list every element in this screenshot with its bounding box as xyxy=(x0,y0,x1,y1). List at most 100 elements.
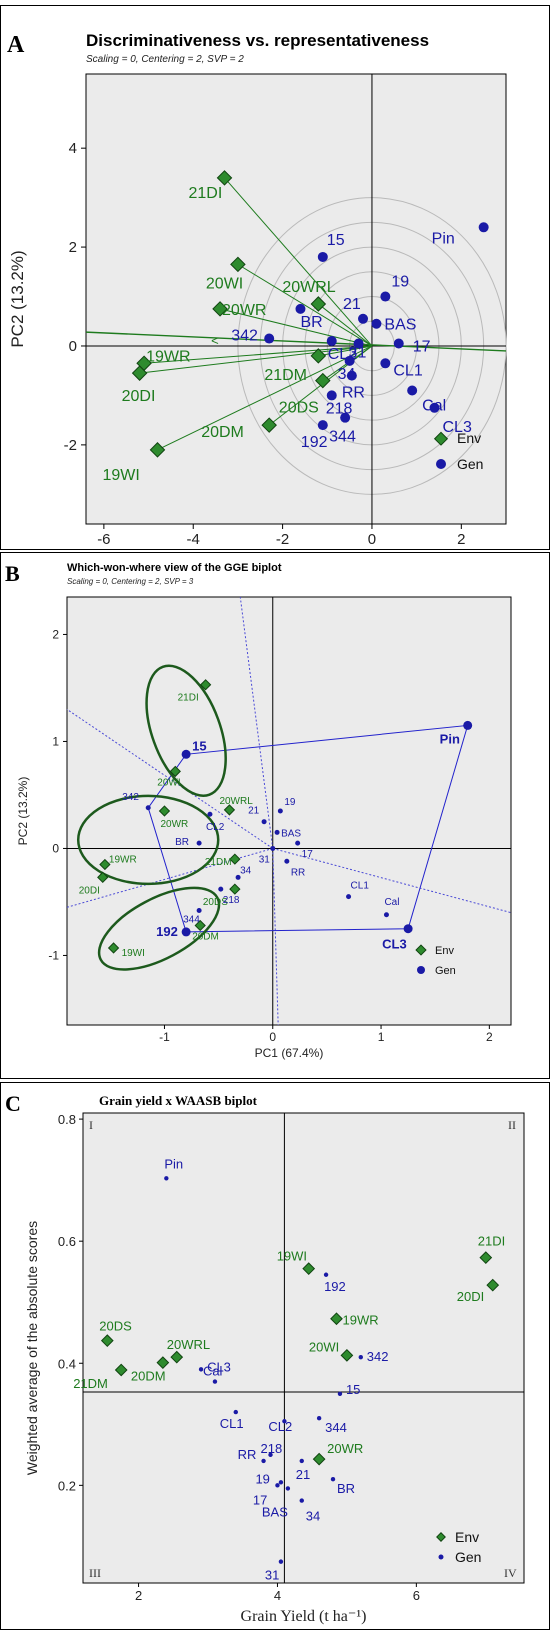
y-tick-label: 0 xyxy=(69,338,77,355)
gen-label-31: 31 xyxy=(265,1568,279,1583)
sector-ray xyxy=(66,708,274,849)
env-label-20dm: 20DM xyxy=(131,1369,166,1384)
gen-point-344 xyxy=(196,908,202,914)
gen-label-br: BR xyxy=(337,1481,355,1496)
gen-point-192 xyxy=(181,927,191,937)
x-tick-label: 0 xyxy=(368,531,376,548)
env-vector xyxy=(157,345,373,451)
gen-label-rr: RR xyxy=(238,1447,257,1462)
env-point-20di xyxy=(97,871,109,883)
x-axis-label: PC1 (67.4%) xyxy=(255,1046,324,1060)
gen-label-pin: Pin xyxy=(432,230,455,247)
x-tick-label: -1 xyxy=(159,1030,170,1044)
env-point-19wi xyxy=(107,942,120,954)
y-tick-label: 0.4 xyxy=(58,1356,76,1371)
gen-point-34 xyxy=(299,1498,304,1503)
gen-point-17 xyxy=(278,1480,284,1485)
gen-point-bas xyxy=(285,1486,291,1491)
panel-letter-c: C xyxy=(5,1091,21,1116)
gen-point-15 xyxy=(181,749,191,759)
y-tick-label: 2 xyxy=(69,239,77,256)
gen-label-br: BR xyxy=(175,837,189,848)
gen-label-192: 192 xyxy=(324,1279,346,1294)
gen-point-cl3 xyxy=(403,924,413,934)
gen-point-344 xyxy=(316,1415,322,1421)
panel-letter-a: A xyxy=(7,32,25,58)
gen-label-344: 344 xyxy=(183,915,200,926)
gen-point-cal xyxy=(383,912,389,918)
gen-point-31 xyxy=(270,845,276,851)
mega-env-ellipse-bottom xyxy=(97,886,221,971)
gen-point-pin xyxy=(478,222,489,233)
x-tick-label: 2 xyxy=(135,1588,142,1603)
gen-label-342: 342 xyxy=(367,1349,389,1364)
gen-label-31: 31 xyxy=(259,854,271,865)
env-label-21di: 21DI xyxy=(478,1234,505,1249)
gen-point-342 xyxy=(264,333,275,344)
gen-point-br xyxy=(295,303,306,314)
env-point-20di xyxy=(486,1278,500,1292)
gen-point-br xyxy=(330,1477,336,1482)
plot-area xyxy=(66,596,512,1026)
y-tick-label: 0.2 xyxy=(58,1478,76,1493)
env-point-20wi xyxy=(169,765,181,778)
gen-label-342: 342 xyxy=(231,328,258,345)
gen-point-31 xyxy=(278,1559,284,1564)
env-point-21dm xyxy=(310,348,327,364)
env-label-20di: 20DI xyxy=(457,1289,484,1304)
gen-point-19 xyxy=(380,291,391,302)
gen-label-19: 19 xyxy=(255,1471,269,1486)
gen-point-bas xyxy=(274,829,280,835)
gen-point-31 xyxy=(353,338,364,349)
y-tick-label: -1 xyxy=(48,948,59,962)
env-point-20wr xyxy=(312,1452,326,1466)
env-label-20dm: 20DM xyxy=(201,424,244,441)
env-point-20wrl xyxy=(310,296,327,312)
y-axis-label: PC2 (13.2%) xyxy=(16,777,30,846)
gen-label-br: BR xyxy=(300,314,322,331)
legend-env-marker xyxy=(415,944,427,956)
env-point-20dm xyxy=(194,919,206,932)
env-vector xyxy=(237,263,373,347)
env-point-20ds xyxy=(100,1334,114,1348)
gen-point-rr xyxy=(261,1458,266,1464)
sector-ray xyxy=(272,848,279,1026)
env-label-19wr: 19WR xyxy=(342,1313,378,1328)
env-point-20ds xyxy=(229,883,241,895)
gen-label-34: 34 xyxy=(306,1509,320,1524)
env-label-20di: 20DI xyxy=(79,885,100,896)
gen-label-rr: RR xyxy=(342,385,365,402)
gen-point-192 xyxy=(317,420,328,431)
panel-c: C Grain yield x WAASB biplot I II III IV 2 4 6 0.… xyxy=(0,1082,550,1630)
chart-subtitle: Scaling = 0, Centering = 2, SVP = 3 xyxy=(67,577,194,586)
gen-label-15: 15 xyxy=(346,1382,360,1397)
gen-label-cl1: CL1 xyxy=(351,881,370,892)
legend-gen-label: Gen xyxy=(435,965,456,977)
env-point-20wr xyxy=(158,805,171,817)
gen-label-cl3: CL3 xyxy=(207,1359,231,1374)
env-point-20wrl xyxy=(223,804,236,816)
env-label-20wi: 20WI xyxy=(206,275,243,292)
env-vector xyxy=(318,345,373,357)
env-point-21di xyxy=(199,679,212,691)
env-vector xyxy=(318,303,373,347)
gen-point-15 xyxy=(337,1391,343,1396)
gen-label-15: 15 xyxy=(192,738,206,753)
quadrant-label-3: III xyxy=(89,1566,101,1580)
gen-point-19 xyxy=(277,808,283,814)
gen-label-cal: Cal xyxy=(384,897,399,908)
convex-hull xyxy=(147,724,469,933)
x-tick-label: -4 xyxy=(187,531,200,548)
env-label-20ds: 20DS xyxy=(99,1319,132,1334)
gen-label-342: 342 xyxy=(122,792,139,803)
env-label-20wrl: 20WRL xyxy=(167,1337,210,1352)
gen-label-cl2: CL2 xyxy=(206,822,225,833)
env-label-20wrl: 20WRL xyxy=(219,796,253,807)
env-point-20dm xyxy=(156,1356,170,1370)
env-point-20wr xyxy=(212,301,228,317)
env-label-21di: 21DI xyxy=(178,693,199,704)
gen-label-pin: Pin xyxy=(164,1156,183,1171)
gen-point-rr xyxy=(346,370,357,381)
env-point-19wr xyxy=(330,1312,343,1326)
x-tick-label: -6 xyxy=(97,531,110,548)
